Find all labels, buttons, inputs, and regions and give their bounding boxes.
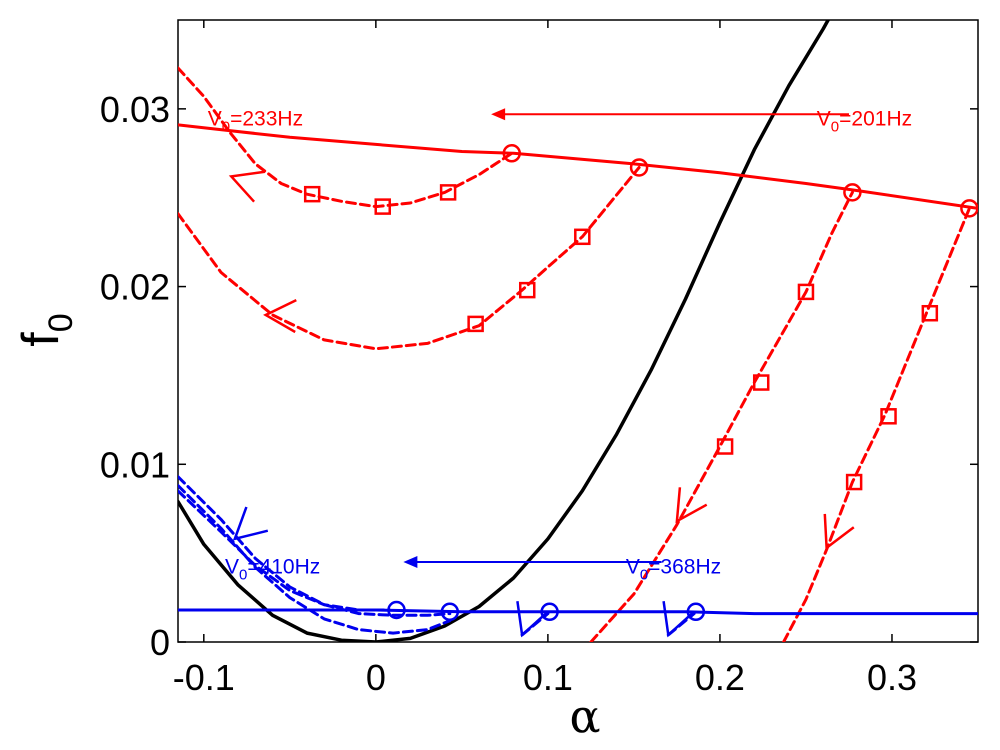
annotation-label-rest: =368Hz xyxy=(648,556,721,579)
direction-arrow-5 xyxy=(516,601,549,638)
annotation-label-main: V xyxy=(626,556,640,579)
y-axis-label-group: f0 xyxy=(12,313,80,346)
series-line-0 xyxy=(178,20,831,642)
annotation-label-0: V0=233Hz xyxy=(208,108,303,136)
annotation-arrowhead-1 xyxy=(403,556,418,569)
annotation-label-main: V xyxy=(817,108,831,131)
annotation-label-sub: 0 xyxy=(239,567,247,584)
series-line-9 xyxy=(178,489,392,612)
annotation-label-main: V xyxy=(225,556,239,579)
circle-marker-0-3 xyxy=(960,199,978,218)
x-tick-label: 0 xyxy=(366,657,386,698)
circle-marker-1-0 xyxy=(387,600,406,620)
circle-marker-0-1 xyxy=(629,158,649,177)
square-marker-0-2 xyxy=(439,184,457,201)
square-marker-0-0 xyxy=(303,185,321,203)
y-axis-label-sub: 0 xyxy=(42,313,80,332)
y-tick-label: 0.01 xyxy=(100,444,170,485)
series-line-2 xyxy=(178,66,514,209)
direction-arrow-4 xyxy=(232,506,269,541)
marker-layer xyxy=(228,144,978,638)
annotation-label-rest: =410Hz xyxy=(247,556,320,579)
plot-frame xyxy=(177,19,979,643)
annotation-label-sub: 0 xyxy=(222,119,230,136)
y-axis-label-main: f xyxy=(12,332,70,347)
annotation-label-rest: =201Hz xyxy=(839,108,912,131)
y-tick-label: 0.03 xyxy=(100,89,170,130)
direction-arrow-1 xyxy=(263,298,297,334)
direction-arrow-0 xyxy=(228,170,266,203)
circle-marker-1-3 xyxy=(686,602,706,622)
x-tick-label: 0.2 xyxy=(695,657,745,698)
square-marker-0-6 xyxy=(716,438,734,455)
annotation-label-sub: 0 xyxy=(831,119,839,136)
x-tick-label: 0.3 xyxy=(867,657,917,698)
square-marker-0-8 xyxy=(797,283,815,301)
direction-arrow-2 xyxy=(675,487,708,524)
series-line-5 xyxy=(782,206,971,642)
direction-arrow-6 xyxy=(662,601,695,638)
annotation-label-main: V xyxy=(208,108,222,131)
annotation-arrowhead-0 xyxy=(491,108,506,121)
x-tick-label: -0.1 xyxy=(173,657,235,698)
circle-marker-1-1 xyxy=(440,602,460,622)
square-marker-0-3 xyxy=(467,315,484,333)
series-line-1 xyxy=(178,123,978,210)
annotation-label-rest: =233Hz xyxy=(230,108,303,131)
square-marker-0-1 xyxy=(374,198,391,215)
direction-arrow-3 xyxy=(823,513,855,551)
square-marker-0-9 xyxy=(845,473,863,491)
series-layer xyxy=(178,20,978,642)
series-line-3 xyxy=(178,166,641,351)
circle-marker-0-0 xyxy=(502,144,522,163)
annotation-label-sub: 0 xyxy=(640,567,648,584)
square-marker-0-11 xyxy=(921,304,939,322)
square-marker-0-5 xyxy=(574,228,591,246)
square-marker-0-4 xyxy=(518,281,536,299)
annotation-label-3: V0=368Hz xyxy=(626,556,721,584)
x-axis-label: α xyxy=(569,689,600,743)
axis-layer: -0.1 0 0.1 0.2 0.300.010.020.03 xyxy=(100,20,978,698)
y-tick-label: 0 xyxy=(150,622,170,663)
annotation-label-1: V0=201Hz xyxy=(817,108,912,136)
square-marker-0-10 xyxy=(880,408,897,425)
circle-marker-0-2 xyxy=(843,183,862,202)
circle-marker-1-2 xyxy=(540,602,559,622)
annotation-label-2: V0=410Hz xyxy=(225,556,320,584)
square-marker-0-7 xyxy=(752,374,770,391)
y-tick-label: 0.02 xyxy=(100,267,170,308)
x-tick-label: 0.1 xyxy=(523,657,573,698)
y-axis-label: f0 xyxy=(12,313,80,346)
